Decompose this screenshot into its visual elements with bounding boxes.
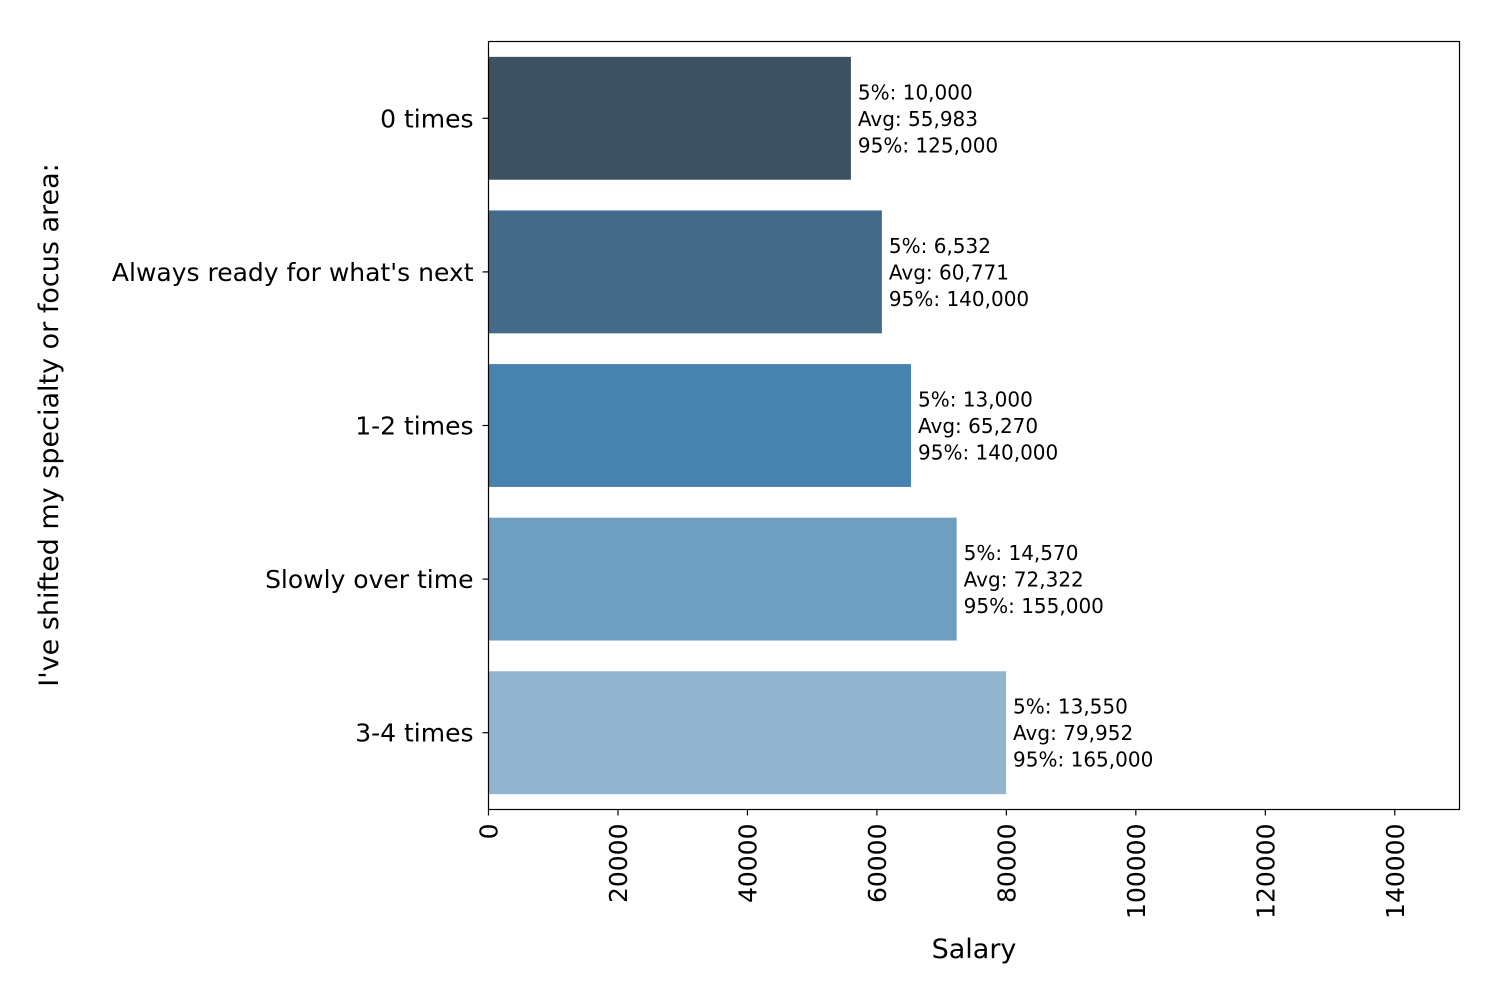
- x-tick-label: 100000: [1122, 824, 1151, 919]
- bar-annotation: Avg: 55,983: [858, 107, 978, 131]
- x-tick-label: 60000: [863, 824, 892, 904]
- bar-2: [488, 364, 912, 487]
- x-tick-label: 40000: [733, 824, 762, 904]
- bar-annotation: 95%: 155,000: [964, 594, 1104, 618]
- bar-annotation: 95%: 140,000: [889, 287, 1029, 311]
- bar-0: [488, 56, 851, 180]
- x-tick-label: 20000: [604, 824, 633, 904]
- x-tick-label: 0: [475, 824, 504, 840]
- x-axis-label: Salary: [932, 934, 1017, 965]
- bar-4: [488, 671, 1007, 795]
- bar-annotation: 95%: 165,000: [1013, 748, 1153, 772]
- bar-1: [488, 210, 882, 334]
- x-tick-label: 140000: [1381, 824, 1410, 919]
- bar-annotation: 5%: 13,000: [918, 388, 1033, 412]
- x-tick-label: 80000: [992, 824, 1021, 904]
- y-tick-label: 3-4 times: [355, 719, 473, 748]
- bar-annotation: Avg: 60,771: [889, 260, 1009, 284]
- bar-annotation: 95%: 125,000: [858, 133, 998, 157]
- y-axis-ticks: 0 times Always ready for what's next 1-2 t…: [112, 104, 489, 748]
- bar-annotation: Avg: 79,952: [1013, 721, 1133, 745]
- bar-annotation: 5%: 14,570: [964, 541, 1079, 565]
- y-tick-label: Always ready for what's next: [112, 258, 474, 287]
- bar-annotation: 5%: 6,532: [889, 234, 991, 258]
- bar-annotation: 5%: 10,000: [858, 80, 973, 104]
- bar-annotation: 5%: 13,550: [1013, 695, 1128, 719]
- x-axis-ticks: 0 20000 40000 60000 80000 100000 120000 140000: [475, 809, 1410, 919]
- y-tick-label: Slowly over time: [265, 565, 473, 594]
- y-tick-label: 1-2 times: [355, 412, 473, 441]
- y-axis-label: I've shifted my specialty or focus area:: [34, 163, 65, 687]
- x-tick-label: 120000: [1251, 824, 1280, 919]
- bar-3: [488, 517, 957, 641]
- bars-group: [488, 56, 1007, 795]
- plot-frame: [487, 40, 1461, 811]
- bar-annotation: Avg: 72,322: [964, 568, 1084, 592]
- y-tick-label: 0 times: [380, 104, 473, 133]
- bar-annotation: Avg: 65,270: [918, 414, 1038, 438]
- bar-annotation: 95%: 140,000: [918, 441, 1058, 465]
